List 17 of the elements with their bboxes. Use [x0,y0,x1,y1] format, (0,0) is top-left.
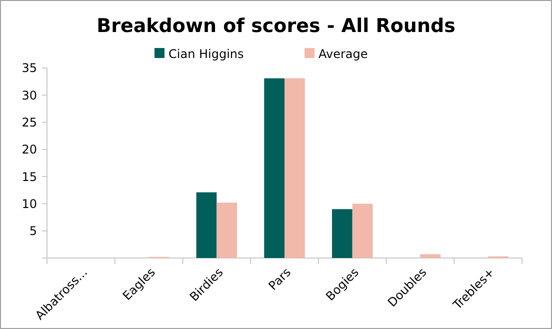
bar [352,204,373,258]
y-tick-label: 15 [22,170,37,184]
legend-label: Cian Higgins [168,47,244,61]
bar [264,78,284,258]
bar [420,254,441,258]
y-tick-label: 25 [22,115,37,130]
bar [216,202,237,258]
chart-title: Breakdown of scores - All Rounds [96,15,456,37]
y-tick-label: 10 [22,196,37,211]
y-tick-label: 30 [22,88,37,102]
bar [196,192,217,258]
bar [284,78,305,258]
bar [332,209,352,258]
y-tick-label: 20 [22,142,37,157]
y-tick-label: 35 [22,61,37,76]
legend-label: Average [318,47,368,61]
y-tick-label: 5 [29,224,37,238]
